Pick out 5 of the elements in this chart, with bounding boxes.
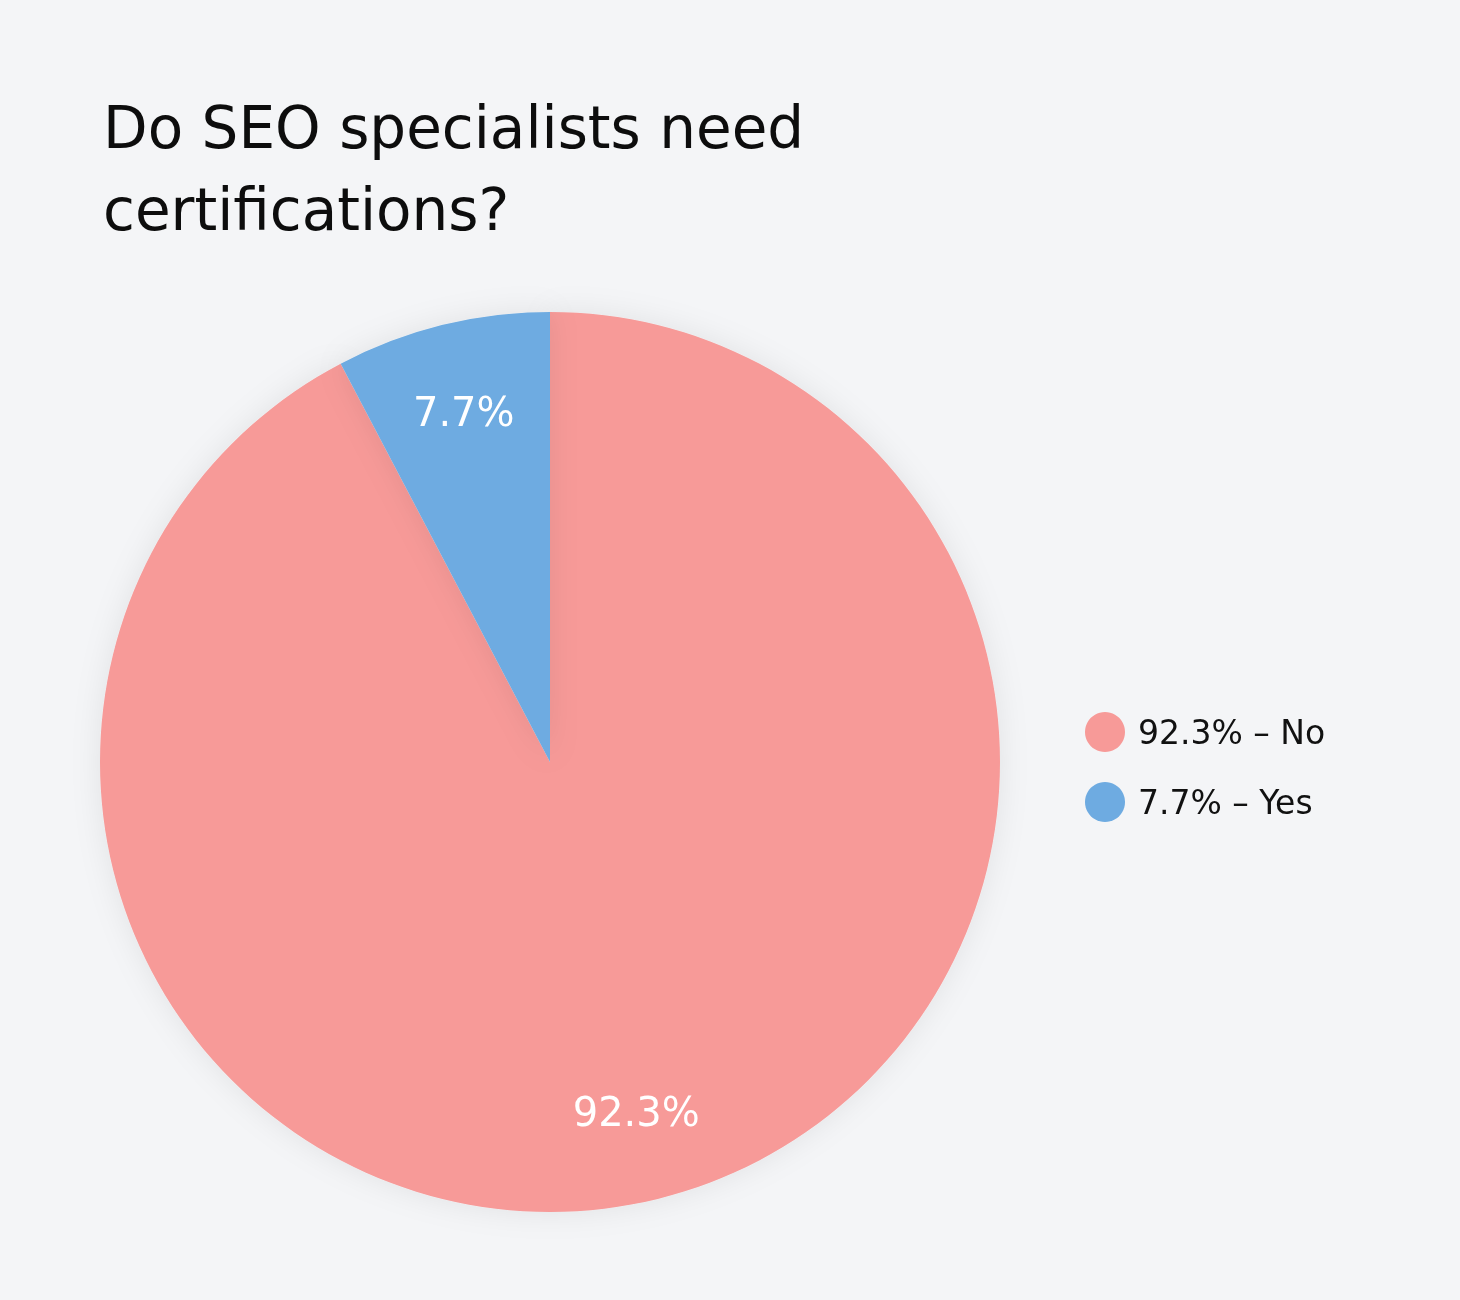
data-label: 7.7% (412, 389, 515, 436)
legend-label: 7.7% – Yes (1138, 782, 1313, 822)
chart-title: Do SEO specialists need certifications? (103, 94, 823, 244)
data-label: 92.3% (572, 1088, 700, 1135)
legend-label: 92.3% – No (1138, 712, 1326, 752)
